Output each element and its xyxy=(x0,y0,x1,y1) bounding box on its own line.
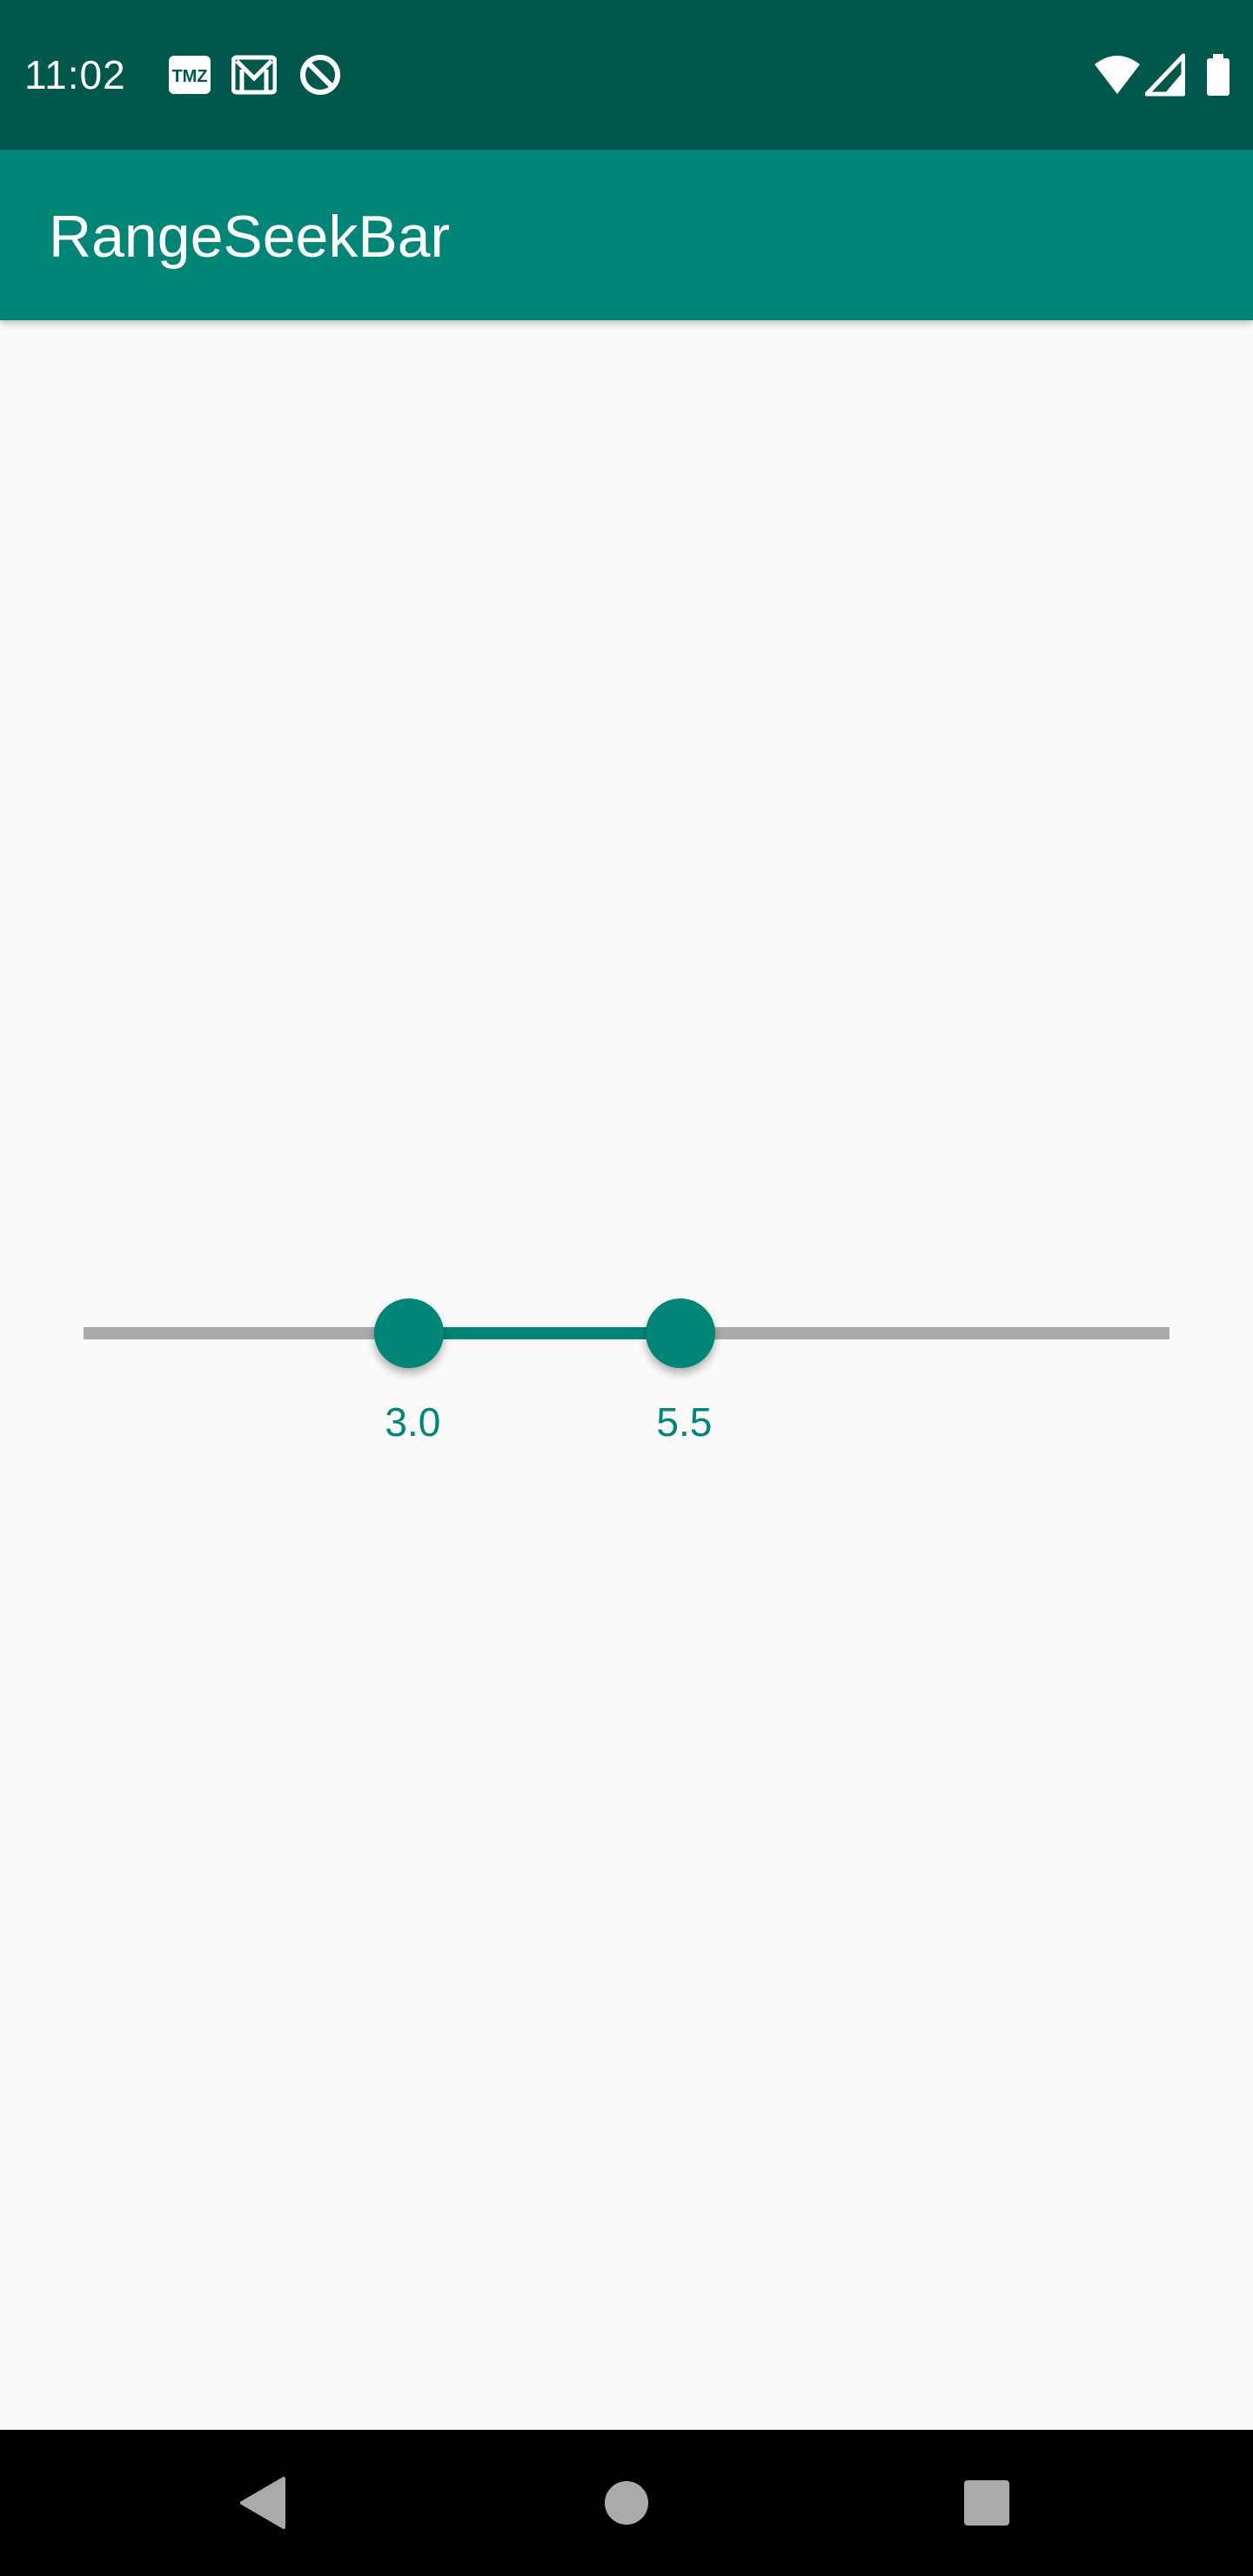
min-value-label: 3.0 xyxy=(385,1399,441,1445)
home-icon[interactable] xyxy=(592,2468,661,2538)
wifi-icon xyxy=(1093,52,1142,97)
back-icon[interactable] xyxy=(228,2468,298,2538)
max-value-label: 5.5 xyxy=(656,1399,713,1445)
seekbar-selected-range xyxy=(409,1327,681,1339)
status-bar: 11:02 TMZ xyxy=(0,0,1253,150)
svg-text:TMZ: TMZ xyxy=(171,67,207,86)
battery-icon xyxy=(1204,52,1232,97)
app-title: RangeSeekBar xyxy=(49,204,451,270)
gmail-icon xyxy=(231,52,277,97)
do-not-disturb-icon xyxy=(298,52,343,97)
recents-icon[interactable] xyxy=(952,2468,1022,2538)
content-area: 3.0 5.5 xyxy=(0,320,1253,2430)
app-bar: RangeSeekBar xyxy=(0,150,1253,320)
navigation-bar xyxy=(0,2430,1253,2576)
max-thumb[interactable] xyxy=(646,1298,716,1368)
range-seekbar[interactable]: 3.0 5.5 xyxy=(0,320,1253,2430)
cellular-signal-icon xyxy=(1145,52,1185,97)
status-time: 11:02 xyxy=(24,52,126,97)
tmz-icon: TMZ xyxy=(167,52,212,97)
min-thumb[interactable] xyxy=(374,1298,445,1368)
